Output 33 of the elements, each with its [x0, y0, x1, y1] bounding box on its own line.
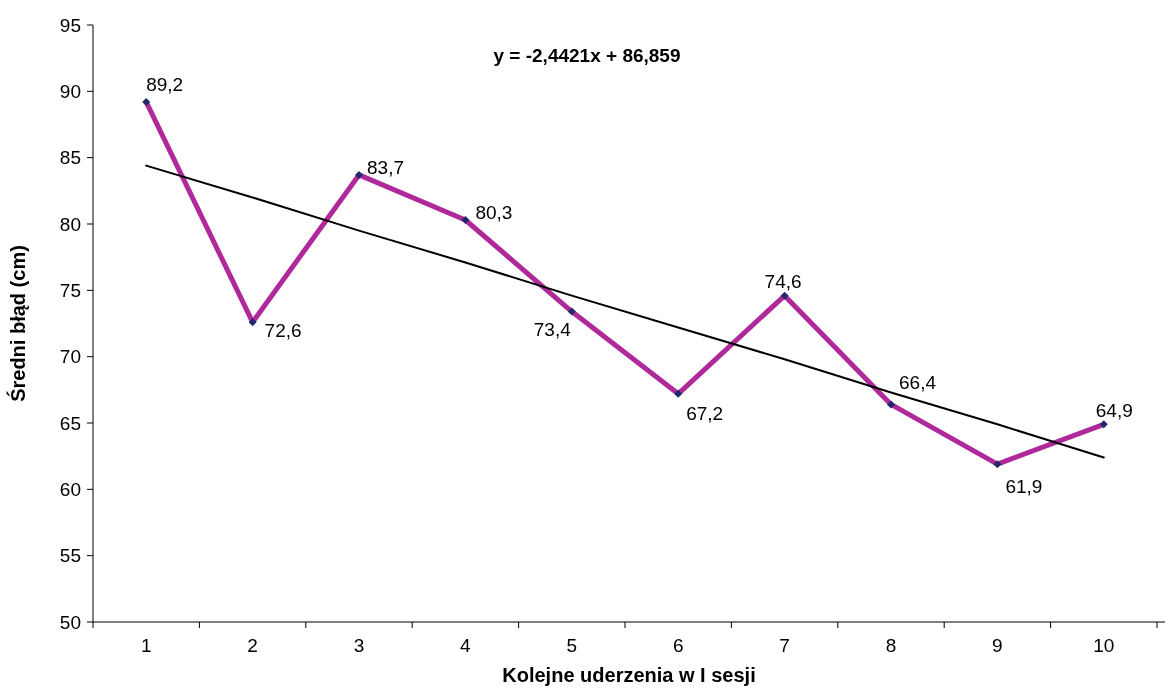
- data-label: 89,2: [146, 73, 184, 95]
- y-tick-label: 70: [59, 346, 81, 368]
- x-tick-label: 9: [992, 635, 1003, 656]
- data-label: 61,9: [1005, 475, 1043, 497]
- y-tick-label: 55: [59, 545, 81, 567]
- x-tick-label: 6: [672, 635, 684, 656]
- y-tick-label: 90: [59, 80, 81, 102]
- data-label: 73,4: [533, 319, 572, 341]
- x-tick-label: 2: [247, 635, 258, 656]
- data-label: 72,6: [264, 319, 302, 341]
- x-tick-label: 8: [885, 635, 897, 656]
- y-tick-label: 65: [59, 412, 81, 434]
- y-tick-label: 85: [59, 147, 81, 169]
- y-tick-label: 80: [59, 213, 81, 235]
- y-tick-label: 75: [59, 279, 81, 301]
- y-tick-label: 50: [59, 611, 81, 633]
- x-tick-label: 3: [353, 635, 365, 656]
- y-tick-label: 60: [59, 478, 81, 500]
- x-tick-label: 10: [1093, 635, 1115, 656]
- y-tick-label: 95: [59, 14, 81, 36]
- annotation: y = -2,4421x + 86,859: [493, 45, 681, 66]
- x-tick-label: 5: [566, 635, 578, 656]
- data-label: 67,2: [686, 403, 724, 425]
- data-label: 74,6: [764, 271, 802, 293]
- x-tick-label: 7: [779, 635, 790, 656]
- data-label: 80,3: [475, 201, 513, 223]
- data-label: 66,4: [899, 372, 937, 394]
- data-label: 64,9: [1095, 399, 1133, 421]
- x-tick-label: 1: [140, 635, 152, 656]
- data-label: 83,7: [367, 156, 404, 178]
- y-axis-title: Średni błąd (cm): [6, 245, 29, 402]
- x-axis-title: Kolejne uderzenia w I sesji: [502, 664, 756, 686]
- x-tick-label: 4: [460, 635, 472, 656]
